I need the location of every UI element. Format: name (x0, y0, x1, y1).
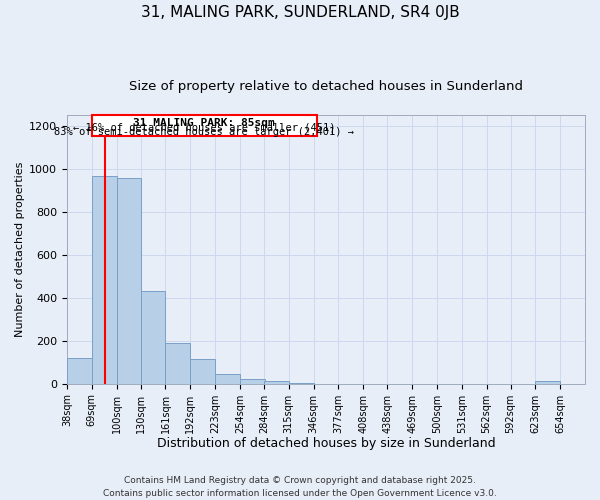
Bar (166, 343, 190, 384)
Bar (240, 380, 265, 384)
Bar (289, 382, 314, 384)
Text: 31 MALING PARK: 85sqm: 31 MALING PARK: 85sqm (133, 118, 275, 128)
Bar (92, 116, 317, 136)
Bar (215, 374, 240, 384)
Bar (92, 176, 116, 384)
Bar (140, 292, 166, 384)
Text: Contains HM Land Registry data © Crown copyright and database right 2025.
Contai: Contains HM Land Registry data © Crown c… (103, 476, 497, 498)
Bar (190, 359, 215, 384)
Title: Size of property relative to detached houses in Sunderland: Size of property relative to detached ho… (129, 80, 523, 93)
Bar (67, 358, 92, 384)
Bar (535, 381, 560, 384)
Text: 31, MALING PARK, SUNDERLAND, SR4 0JB: 31, MALING PARK, SUNDERLAND, SR4 0JB (140, 5, 460, 20)
X-axis label: Distribution of detached houses by size in Sunderland: Distribution of detached houses by size … (157, 437, 496, 450)
Y-axis label: Number of detached properties: Number of detached properties (15, 162, 25, 337)
Text: ← 16% of detached houses are smaller (451): ← 16% of detached houses are smaller (45… (73, 122, 335, 132)
Bar (116, 178, 142, 384)
Bar (264, 380, 289, 384)
Text: 83% of semi-detached houses are larger (2,401) →: 83% of semi-detached houses are larger (… (55, 128, 355, 138)
